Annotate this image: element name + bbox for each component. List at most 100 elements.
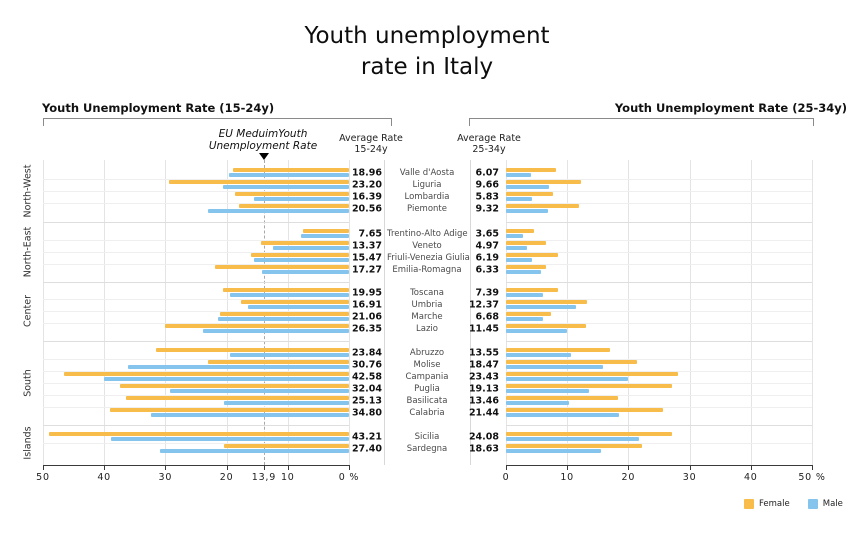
- bar-female-15-24y: [169, 179, 349, 184]
- bar-female-25-34y: [506, 347, 611, 352]
- axis-tick: [812, 465, 813, 470]
- region-label: Liguria: [412, 180, 442, 190]
- row-gridline: [506, 191, 812, 192]
- bar-female-15-24y: [110, 407, 349, 412]
- right-gridline: [750, 160, 752, 465]
- avg-value-15-24y: 17.27: [351, 264, 382, 276]
- avg-value-25-34y: 21.44: [468, 407, 499, 419]
- region-label: Abruzzo: [409, 348, 445, 358]
- bar-male-15-24y: [151, 412, 349, 417]
- bar-male-25-34y: [506, 436, 640, 441]
- bar-male-15-24y: [218, 316, 349, 321]
- bar-male-25-34y: [506, 208, 549, 213]
- avg-value-25-34y: 7.39: [475, 287, 499, 299]
- bar-female-25-34y: [506, 264, 547, 269]
- bar-female-15-24y: [214, 264, 349, 269]
- region-label: Veneto: [412, 241, 442, 251]
- row-gridline: [43, 359, 349, 360]
- avg-value-25-34y: 24.08: [468, 431, 499, 443]
- row-gridline: [43, 203, 349, 204]
- axis-tick: [349, 465, 350, 470]
- group-separator: [43, 281, 349, 283]
- bar-male-15-24y: [128, 364, 349, 369]
- bar-female-15-24y: [238, 203, 349, 208]
- avg-value-15-24y: 21.06: [351, 311, 382, 323]
- avg-value-15-24y: 23.20: [351, 179, 382, 191]
- axis-tick: [628, 465, 630, 470]
- axis-tick-label: 20: [621, 472, 636, 483]
- row-gridline: [506, 179, 812, 180]
- avg-value-15-24y: 43.21: [351, 431, 382, 443]
- page-title-line2: rate in Italy: [360, 54, 494, 80]
- avg-value-25-34y: 13.46: [468, 395, 499, 407]
- region-label: Trentino-Alto Adige: [387, 229, 468, 239]
- bar-male-15-24y: [159, 448, 349, 453]
- region-label: Lazio: [416, 324, 438, 334]
- bar-female-15-24y: [222, 287, 349, 292]
- avg-value-15-24y: 18.96: [351, 167, 382, 179]
- avg-value-15-24y: 13.37: [351, 240, 382, 252]
- avg-value-25-34y: 6.07: [475, 167, 499, 179]
- row-gridline: [506, 264, 812, 265]
- region-label: Puglia: [414, 384, 440, 394]
- left-gridline: [349, 160, 350, 465]
- region-label: Calabria: [409, 408, 445, 418]
- bar-male-15-24y: [170, 388, 349, 393]
- bar-male-15-24y: [254, 196, 349, 201]
- avg-value-25-34y: 12.37: [468, 299, 499, 311]
- group-separator: [43, 425, 349, 426]
- avg-value-25-34y: 9.32: [475, 203, 499, 215]
- region-group-label: North-East: [22, 226, 34, 278]
- bar-male-15-24y: [104, 376, 349, 381]
- avg-rate-15-24-header: Average Rate 15-24y: [339, 133, 403, 155]
- row-gridline: [43, 252, 349, 253]
- group-separator: [506, 281, 812, 283]
- bar-female-15-24y: [164, 323, 349, 328]
- avg-value-15-24y: 27.40: [351, 443, 382, 455]
- bar-male-25-34y: [506, 184, 550, 189]
- bar-female-15-24y: [241, 299, 349, 304]
- row-gridline: [506, 395, 812, 396]
- avg-value-25-34y: 5.83: [475, 191, 499, 203]
- group-separator: [506, 425, 812, 426]
- bar-female-25-34y: [506, 179, 582, 184]
- row-gridline: [506, 240, 812, 241]
- region-label: Sardegna: [406, 444, 448, 454]
- region-label: Umbria: [411, 300, 443, 310]
- bar-female-25-34y: [506, 407, 664, 412]
- axis-tick: [689, 465, 691, 470]
- row-gridline: [506, 252, 812, 253]
- left-gridline: [43, 160, 44, 465]
- bar-male-15-24y: [254, 257, 349, 262]
- bar-female-15-24y: [156, 347, 349, 352]
- bar-female-25-34y: [506, 395, 618, 400]
- left-x-axis: [43, 465, 349, 466]
- axis-tick: [567, 465, 569, 470]
- row-gridline: [43, 311, 349, 312]
- bar-female-25-34y: [506, 311, 552, 316]
- eu-medium-annotation: EU MeduimYouth Unemployment Rate: [208, 128, 318, 152]
- bar-male-25-34y: [506, 172, 532, 177]
- bar-female-25-34y: [506, 287, 559, 292]
- region-label: Valle d'Aosta: [399, 168, 455, 178]
- bar-male-25-34y: [506, 412, 620, 417]
- axis-tick: [43, 465, 44, 470]
- bar-female-15-24y: [219, 311, 349, 316]
- left-gridline: [165, 160, 167, 465]
- bar-male-15-24y: [273, 245, 349, 250]
- row-gridline: [506, 311, 812, 312]
- region-group-label: Center: [22, 295, 34, 327]
- avg-value-15-24y: 19.95: [351, 287, 382, 299]
- bar-female-15-24y: [224, 443, 349, 448]
- eu-marker-triangle-icon: [259, 153, 269, 160]
- region-label: Sicilia: [414, 432, 440, 442]
- right-panel-bracket: [469, 118, 814, 126]
- avg-value-15-24y: 42.58: [351, 371, 382, 383]
- avg-value-25-34y: 23.43: [468, 371, 499, 383]
- bar-female-25-34y: [506, 371, 678, 376]
- avg-value-15-24y: 32.04: [351, 383, 382, 395]
- column-separator: [384, 160, 385, 465]
- bar-female-25-34y: [506, 240, 546, 245]
- axis-tick-label: 50 %: [798, 472, 826, 483]
